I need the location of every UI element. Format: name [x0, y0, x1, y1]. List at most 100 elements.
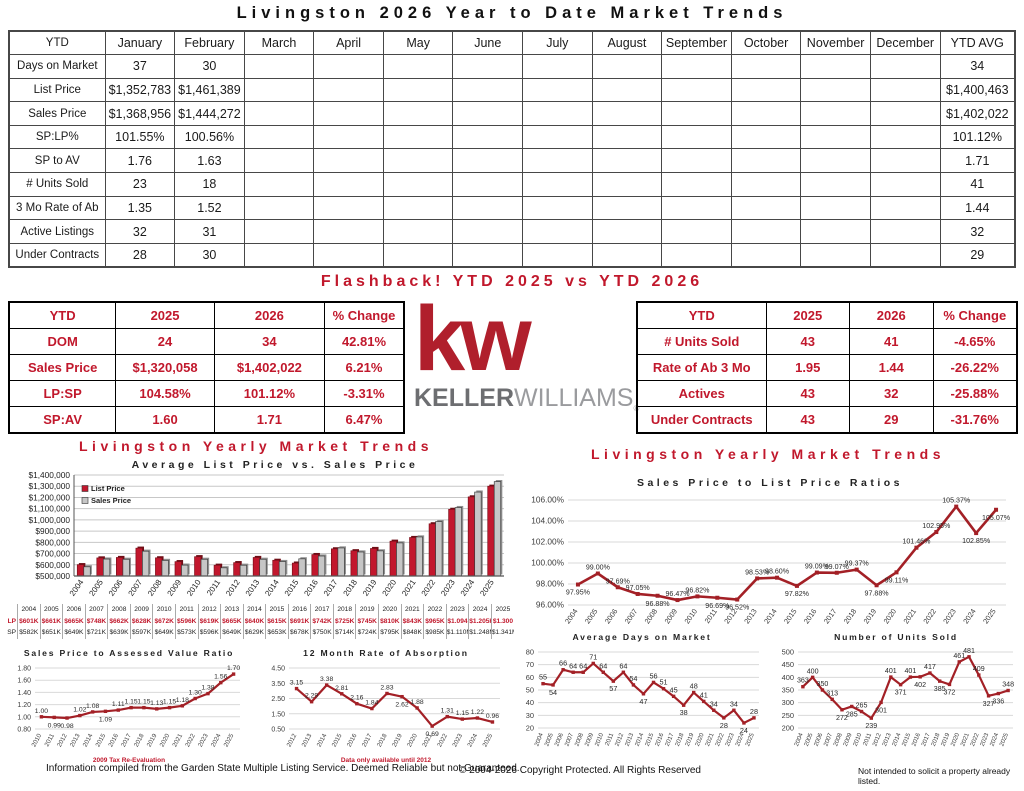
flashback-row-label: Rate of Ab 3 Mo: [636, 353, 767, 382]
flashback-row: DOM 24 34 42.81%: [8, 327, 405, 355]
lp-value: $665K: [220, 615, 244, 627]
flashback-row: LP:SP 104.58% 101.12% -3.31%: [8, 380, 405, 408]
sp-value: $582K: [17, 627, 41, 639]
ytd-month-cell: [730, 101, 802, 126]
flashback-col-header: % Change: [323, 301, 405, 329]
lp-value: $615K: [265, 615, 289, 627]
svg-text:2011: 2011: [43, 732, 56, 748]
ytd-month-cell: [661, 101, 732, 126]
svg-text:363: 363: [797, 677, 809, 685]
svg-text:461: 461: [953, 652, 965, 660]
ytd-month-cell: $1,444,272: [174, 101, 245, 126]
svg-text:3.50: 3.50: [271, 681, 285, 688]
svg-text:2020: 2020: [694, 732, 706, 748]
svg-text:99.00%: 99.00%: [586, 564, 611, 572]
flashback-row-label: SP:AV: [8, 406, 117, 434]
ytd-month-cell: [869, 77, 941, 103]
price-table-year: 2010: [152, 604, 176, 616]
flashback-cell: 6.21%: [323, 353, 405, 382]
sp-value: $1.341M: [490, 627, 514, 639]
ytd-month-cell: [800, 54, 871, 79]
sp-value: $653K: [265, 627, 289, 639]
svg-text:336: 336: [992, 698, 1004, 706]
svg-text:96.88%: 96.88%: [646, 600, 671, 608]
svg-text:350: 350: [782, 686, 794, 695]
svg-text:2009: 2009: [584, 732, 596, 748]
svg-text:200: 200: [782, 724, 794, 733]
svg-text:98.00%: 98.00%: [536, 579, 565, 589]
svg-text:2010: 2010: [682, 607, 699, 625]
ytd-month-cell: [313, 172, 384, 197]
price-table-year: 2006: [62, 604, 86, 616]
sp-value: $649K: [220, 627, 244, 639]
svg-text:66: 66: [559, 659, 567, 668]
kw-logo-wordmark: KELLERWILLIAMS®: [414, 384, 639, 413]
svg-text:0.96: 0.96: [486, 713, 499, 720]
svg-text:97.95%: 97.95%: [566, 589, 591, 597]
spav-chart-title: Sales Price to Assessed Value Ratio: [23, 648, 235, 658]
svg-text:2.83: 2.83: [380, 684, 393, 691]
ytd-row-label: SP to AV: [8, 148, 106, 174]
svg-text:Sales Price: Sales Price: [91, 496, 131, 505]
svg-text:2014: 2014: [891, 732, 903, 748]
ytd-col-header: July: [522, 30, 593, 56]
price-table-year: 2014: [242, 604, 266, 616]
svg-text:97.69%: 97.69%: [606, 577, 631, 585]
svg-text:97.82%: 97.82%: [785, 590, 810, 598]
svg-text:1.40: 1.40: [17, 690, 31, 697]
keller-williams-logo: kw KELLERWILLIAMS®: [414, 293, 639, 413]
svg-text:2005: 2005: [87, 578, 105, 598]
svg-text:250: 250: [782, 711, 794, 720]
flashback-cell: 1.60: [115, 406, 215, 434]
ytd-avg-cell: 1.71: [939, 148, 1016, 174]
left-section-title: Livingston Yearly Market Trends: [79, 438, 433, 454]
ytd-row: Sales Price $1,368,956 $1,444,272 $1,402,0…: [8, 101, 1016, 126]
ytd-month-cell: [243, 124, 315, 150]
ytd-month-cell: [591, 124, 663, 150]
svg-text:450: 450: [782, 660, 794, 669]
flashback-left-table: YTD 2025 2026% Change DOM 24 34 42.81% Sales Pr…: [8, 301, 405, 434]
ytd-month-cell: [591, 54, 663, 79]
ytd-month-cell: 32: [104, 219, 176, 244]
lp-row-label: LP: [7, 617, 16, 625]
svg-text:34: 34: [730, 699, 738, 708]
svg-text:2019: 2019: [391, 732, 404, 748]
ytd-month-cell: [661, 77, 732, 103]
ytd-month-cell: [313, 148, 384, 174]
right-section-title: Livingston Yearly Market Trends: [591, 446, 945, 462]
ytd-month-cell: [869, 242, 941, 268]
svg-text:2008: 2008: [573, 732, 585, 748]
sp-value: $573K: [174, 627, 198, 639]
absorption-chart-footnote: Data only available until 2012: [340, 757, 432, 764]
svg-text:1.15: 1.15: [456, 710, 469, 717]
bar-chart-title: Average List Price vs. Sales Price: [131, 459, 419, 471]
svg-text:List Price: List Price: [91, 484, 125, 493]
svg-text:80: 80: [526, 648, 534, 657]
price-table-year: 2013: [220, 604, 244, 616]
ytd-month-cell: [243, 77, 315, 103]
ytd-month-cell: 1.63: [174, 148, 245, 174]
svg-text:2025: 2025: [998, 732, 1010, 748]
svg-text:47: 47: [639, 697, 647, 706]
ytd-month-cell: [452, 242, 524, 268]
svg-text:2008: 2008: [832, 732, 844, 748]
svg-text:2019: 2019: [361, 578, 379, 598]
splp-chart-title: Sales Price to List Price Ratios: [636, 477, 904, 489]
svg-text:2022: 2022: [921, 607, 938, 625]
svg-text:2013: 2013: [69, 732, 82, 748]
ytd-row: # Units Sold 23 18 41: [8, 172, 1016, 197]
svg-text:1.30: 1.30: [189, 690, 202, 697]
flashback-row: Under Contracts 43 29 -31.76%: [636, 406, 1018, 434]
svg-text:$1,100,000: $1,100,000: [28, 504, 70, 514]
svg-text:1.09: 1.09: [99, 716, 112, 723]
svg-text:2013: 2013: [881, 732, 893, 748]
flashback-row: Rate of Ab 3 Mo 1.95 1.44 -26.22%: [636, 353, 1018, 382]
svg-text:2016: 2016: [107, 732, 120, 748]
svg-text:1.15: 1.15: [137, 699, 150, 706]
svg-text:106.00%: 106.00%: [531, 495, 564, 505]
ytd-month-cell: [730, 124, 802, 150]
svg-text:56: 56: [649, 671, 657, 680]
lp-value: $843K: [400, 615, 424, 627]
svg-text:2005: 2005: [543, 732, 555, 748]
svg-text:2019: 2019: [684, 732, 696, 748]
